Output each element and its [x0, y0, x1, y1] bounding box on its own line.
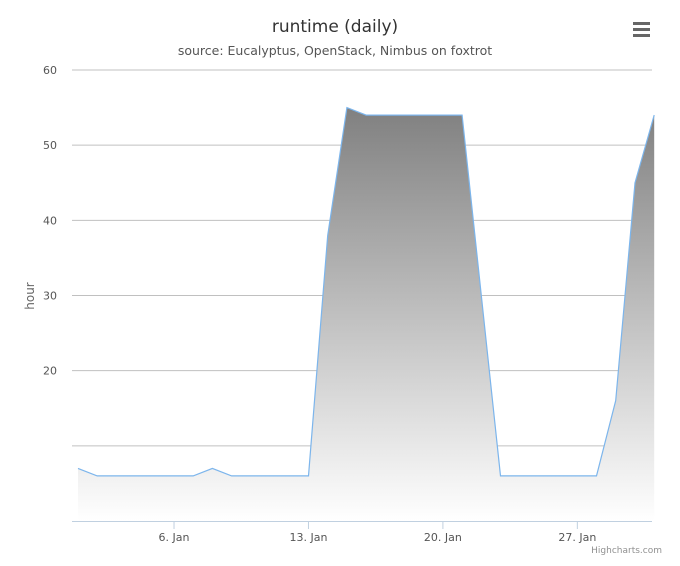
y-tick-label: 60: [43, 64, 57, 77]
chart-subtitle: source: Eucalyptus, OpenStack, Nimbus on…: [178, 43, 492, 58]
x-axis-ticks: 6. Jan 13. Jan 20. Jan 27. Jan: [159, 521, 596, 544]
chart-title: runtime (daily): [272, 17, 398, 37]
x-tick-label: 6. Jan: [159, 531, 190, 544]
x-tick-label: 27. Jan: [558, 531, 596, 544]
y-tick-label: 20: [43, 365, 57, 378]
y-axis-ticks: 20 30 40 50 60: [43, 64, 57, 378]
x-tick-label: 20. Jan: [424, 531, 462, 544]
y-tick-label: 40: [43, 214, 57, 227]
series-area: [78, 107, 655, 521]
x-tick-label: 13. Jan: [289, 531, 327, 544]
y-axis-title: hour: [23, 282, 37, 310]
hamburger-menu-icon[interactable]: [624, 14, 658, 44]
series-line: [77, 106, 655, 477]
credits-text[interactable]: Highcharts.com: [591, 546, 662, 556]
y-tick-label: 50: [43, 139, 57, 152]
y-tick-label: 30: [43, 290, 57, 303]
